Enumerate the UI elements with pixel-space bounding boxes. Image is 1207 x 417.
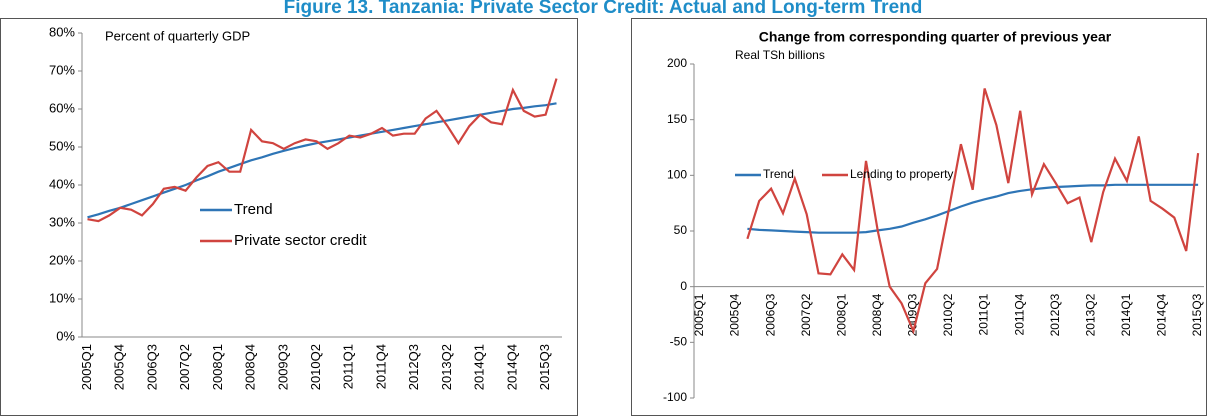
- x-tick-label: 2005Q1: [692, 293, 706, 336]
- x-tick-label: 2006Q3: [763, 293, 777, 336]
- legend-label: Private sector credit: [234, 232, 367, 249]
- x-tick-label: 2009Q3: [906, 293, 920, 336]
- chart-title: Change from corresponding quarter of pre…: [759, 29, 1112, 45]
- chart-frame: [0, 18, 578, 416]
- x-tick-label: 2008Q1: [834, 293, 848, 336]
- legend-label: Lending to property: [850, 167, 953, 181]
- series-line: [87, 78, 558, 223]
- y-tick-label: 80%: [49, 24, 75, 39]
- x-tick-label: 2008Q4: [870, 293, 884, 336]
- y-tick-label: 10%: [49, 290, 75, 305]
- x-tick-label: 2011Q4: [373, 344, 388, 389]
- legend-label: Trend: [763, 167, 794, 181]
- chart-subtitle: Real TSh billions: [735, 48, 825, 62]
- x-tick-label: 2005Q1: [79, 344, 94, 390]
- x-tick-label: 2014Q1: [472, 344, 487, 390]
- x-tick-label: 2011Q1: [977, 293, 991, 335]
- y-tick-label: 200: [667, 56, 687, 70]
- x-tick-label: 2013Q2: [1083, 293, 1097, 336]
- x-tick-label: 2008Q1: [210, 344, 225, 390]
- x-tick-label: 2014Q1: [1119, 293, 1133, 336]
- x-tick-label: 2009Q3: [275, 344, 290, 390]
- x-tick-label: 2014Q4: [504, 344, 519, 390]
- x-tick-label: 2012Q3: [1048, 293, 1062, 336]
- x-tick-label: 2008Q4: [243, 344, 258, 390]
- x-tick-label: 2005Q4: [112, 344, 127, 390]
- x-tick-label: 2005Q4: [728, 293, 742, 336]
- x-tick-label: 2015Q3: [1190, 293, 1204, 336]
- x-tick-label: 2014Q4: [1155, 293, 1169, 336]
- x-tick-label: 2011Q1: [341, 344, 356, 389]
- y-tick-label: 50%: [49, 138, 75, 153]
- y-tick-label: 100: [667, 168, 687, 182]
- y-tick-label: 0%: [56, 328, 75, 343]
- x-tick-label: 2010Q2: [308, 344, 323, 390]
- x-tick-label: 2007Q2: [799, 293, 813, 336]
- y-tick-label: -100: [663, 390, 687, 404]
- series-line: [87, 102, 557, 219]
- y-tick-label: 30%: [49, 214, 75, 229]
- y-tick-label: 20%: [49, 252, 75, 267]
- y-tick-label: 70%: [49, 62, 75, 77]
- y-tick-label: 60%: [49, 100, 75, 115]
- x-tick-label: 2006Q3: [144, 344, 159, 390]
- y-tick-label: 40%: [49, 176, 75, 191]
- y-tick-label: 50: [674, 223, 688, 237]
- x-tick-label: 2015Q3: [537, 344, 552, 390]
- x-tick-label: 2011Q4: [1012, 293, 1026, 335]
- x-tick-label: 2013Q2: [439, 344, 454, 390]
- y-tick-label: 0: [680, 279, 687, 293]
- y-tick-label: -50: [670, 335, 688, 349]
- y-tick-label: 150: [667, 112, 687, 126]
- annotation: Percent of quarterly GDP: [105, 28, 250, 43]
- x-tick-label: 2007Q2: [177, 344, 192, 390]
- series-line: [747, 183, 1199, 234]
- series-line: [746, 88, 1200, 335]
- chart-frame: [631, 18, 1207, 416]
- x-tick-label: 2012Q3: [406, 344, 421, 390]
- x-tick-label: 2010Q2: [941, 293, 955, 336]
- page-title: Figure 13. Tanzania: Private Sector Cred…: [284, 0, 923, 18]
- legend-label: Trend: [234, 201, 273, 218]
